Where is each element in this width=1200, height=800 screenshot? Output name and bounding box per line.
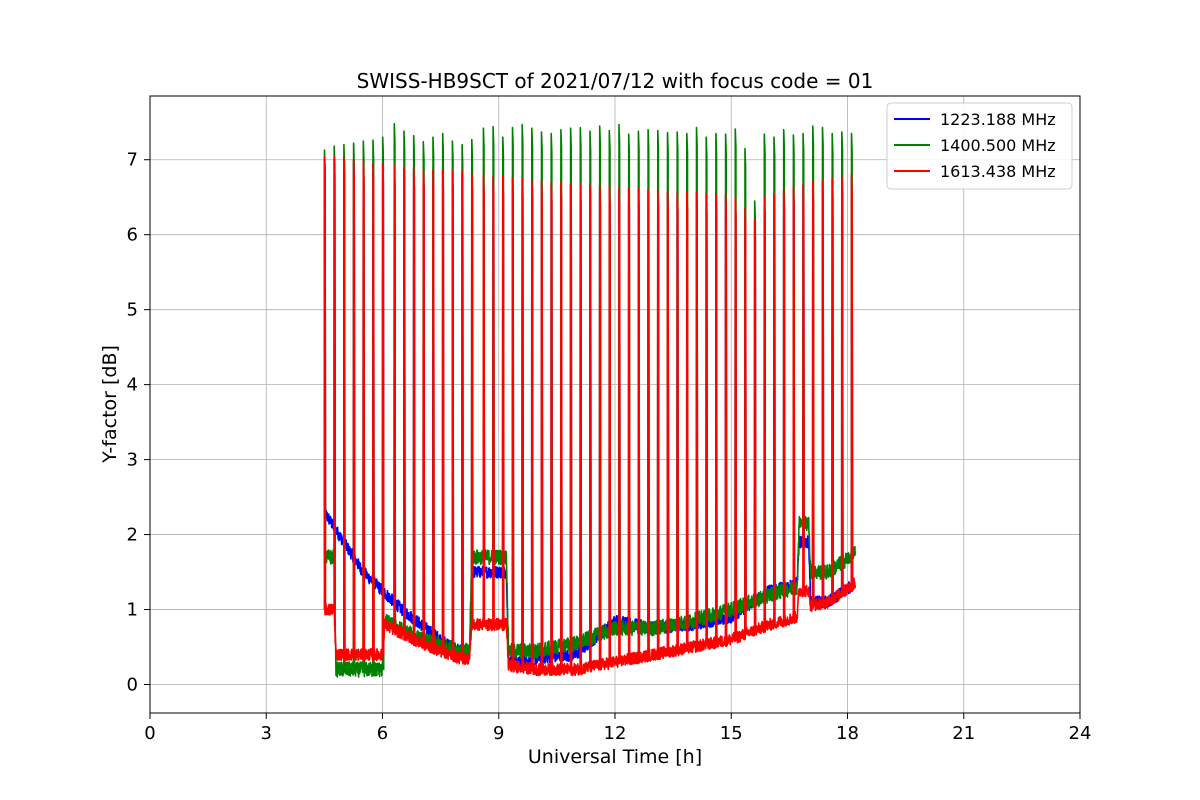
series-layer <box>323 122 856 678</box>
y-tick-label: 0 <box>127 675 138 696</box>
x-tick-label: 15 <box>720 723 743 744</box>
x-tick-label: 18 <box>836 723 859 744</box>
y-tick-label: 7 <box>127 150 138 171</box>
chart-title: SWISS-HB9SCT of 2021/07/12 with focus co… <box>357 69 874 93</box>
x-axis: 0 3 6 9 12 15 18 21 24 <box>144 713 1091 744</box>
x-tick-label: 21 <box>952 723 975 744</box>
x-tick-label: 0 <box>144 723 155 744</box>
y-tick-label: 6 <box>127 225 138 246</box>
y-tick-label: 5 <box>127 300 138 321</box>
x-tick-label: 6 <box>377 723 388 744</box>
y-axis-label: Y-factor [dB] <box>99 345 121 464</box>
y-tick-label: 1 <box>127 600 138 621</box>
x-tick-label: 9 <box>493 723 504 744</box>
y-tick-label: 4 <box>127 375 138 396</box>
series-line <box>323 155 856 677</box>
y-tick-label: 2 <box>127 525 138 546</box>
x-axis-label: Universal Time [h] <box>528 746 702 768</box>
legend: 1223.188 MHz 1400.500 MHz 1613.438 MHz <box>886 102 1073 190</box>
y-axis: 0 1 2 3 4 5 6 7 <box>127 150 150 696</box>
y-tick-label: 3 <box>127 450 138 471</box>
x-tick-label: 3 <box>261 723 272 744</box>
x-tick-label: 24 <box>1069 723 1092 744</box>
legend-label: 1613.438 MHz <box>940 162 1056 181</box>
legend-label: 1400.500 MHz <box>940 136 1056 155</box>
legend-box <box>886 102 1073 190</box>
x-tick-label: 12 <box>604 723 627 744</box>
legend-label: 1223.188 MHz <box>940 110 1056 129</box>
